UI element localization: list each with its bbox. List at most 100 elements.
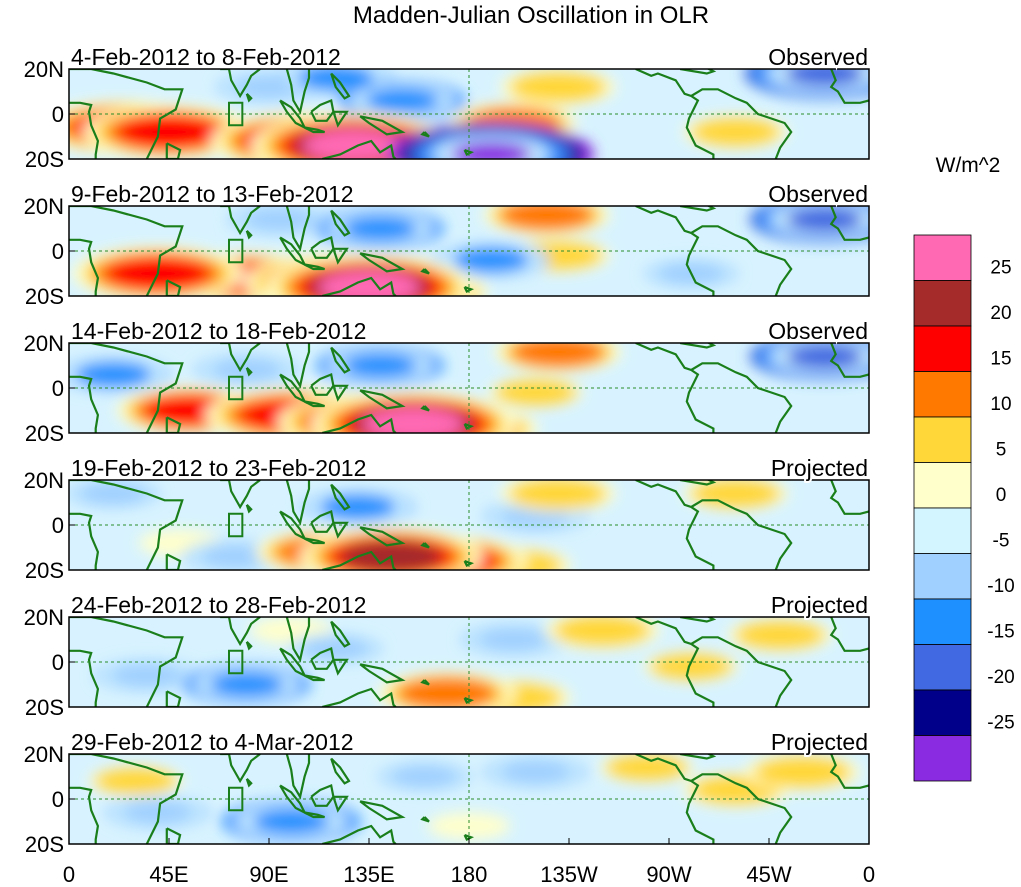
- map-panel: 20N 0 20S 24-Feb-2012 to 28-Feb-2012 Project…: [24, 590, 870, 720]
- coastline: [220, 617, 261, 647]
- anomaly-contour: [742, 622, 818, 648]
- colorbar-swatch: [913, 325, 972, 372]
- coastline: [245, 778, 253, 788]
- anomaly-contour: [763, 759, 842, 785]
- coastline: [332, 110, 349, 128]
- anomaly-contour: [450, 141, 532, 159]
- colorbar: W/m^2 25 20 15 10 5 0 -5 -10 -15 -20 -25: [913, 154, 1015, 782]
- coastline: [69, 343, 184, 433]
- coastline: [829, 480, 869, 515]
- map-panel: 20N 0 20S 4-Feb-2012 to 8-Feb-2012 Observed: [24, 42, 870, 172]
- coastline: [420, 679, 430, 686]
- anomaly-contour: [313, 132, 394, 159]
- coastline: [245, 504, 253, 514]
- coastline: [304, 811, 325, 819]
- coastline: [220, 480, 261, 510]
- coastline: [69, 206, 184, 296]
- x-tick-label: 0: [63, 862, 75, 887]
- x-tick-label: 45W: [746, 862, 791, 887]
- colorbar-tick-label: 10: [990, 394, 1011, 415]
- colorbar-swatch: [913, 371, 972, 418]
- colorbar-unit-label: W/m^2: [936, 154, 1001, 177]
- coastline: [690, 499, 793, 570]
- anomaly-contour: [296, 69, 375, 91]
- y-tick-label: 20S: [25, 284, 64, 309]
- y-tick-label: 20S: [25, 832, 64, 857]
- anomaly-contour: [698, 481, 774, 506]
- y-tick-label: 20N: [24, 468, 64, 493]
- panel-status: Observed: [768, 318, 868, 344]
- anomaly-contour: [328, 273, 410, 296]
- anomaly-contour: [251, 808, 332, 835]
- coastline: [69, 512, 100, 570]
- coastline: [220, 69, 261, 99]
- coastline: [165, 553, 182, 570]
- anomaly-field: [71, 206, 869, 296]
- map-panel: 20N 0 20S 19-Feb-2012 to 23-Feb-2012 Project…: [24, 453, 870, 583]
- colorbar-tick-label: -10: [987, 576, 1014, 597]
- anomaly-contour: [519, 343, 597, 365]
- reference-box: [228, 101, 244, 127]
- coastline: [679, 69, 717, 75]
- panel-date-range: 24-Feb-2012 to 28-Feb-2012: [71, 592, 366, 618]
- coastline: [330, 620, 351, 648]
- anomaly-contour: [120, 800, 196, 825]
- coastline: [829, 69, 869, 104]
- anomaly-contour: [655, 654, 727, 679]
- coastline: [420, 405, 430, 412]
- anomaly-contour: [406, 680, 487, 707]
- coastlines: [69, 754, 869, 844]
- anomaly-contour: [318, 494, 398, 520]
- map-panel: 20N 0 20S 29-Feb-2012 to 4-Mar-2012 Projecte…: [24, 727, 870, 857]
- panel-status: Projected: [771, 592, 868, 618]
- coastline: [679, 343, 717, 349]
- coastline: [220, 206, 261, 236]
- panel-date-range: 14-Feb-2012 to 18-Feb-2012: [71, 318, 366, 344]
- coastline: [635, 206, 715, 296]
- y-tick-label: 20S: [25, 695, 64, 720]
- anomaly-contour: [498, 759, 574, 785]
- coastline: [69, 617, 184, 707]
- coastline: [635, 480, 715, 570]
- panel-status: Observed: [768, 181, 868, 207]
- coastline: [330, 757, 351, 785]
- coastline: [69, 480, 184, 570]
- coastline: [359, 252, 406, 273]
- colorbar-tick-label: 20: [990, 303, 1011, 324]
- anomaly-contour: [508, 206, 586, 228]
- coastline: [690, 225, 793, 296]
- coastline: [69, 754, 184, 844]
- coastline: [829, 617, 869, 652]
- colorbar-swatch: [913, 234, 972, 281]
- y-tick-label: 20S: [25, 558, 64, 583]
- chart-title: Madden-Julian Oscillation in OLR: [353, 2, 709, 29]
- reference-box: [228, 238, 244, 264]
- coastline: [690, 362, 793, 433]
- panel-date-range: 9-Feb-2012 to 13-Feb-2012: [71, 181, 354, 207]
- y-tick-label: 20N: [24, 57, 64, 82]
- coastline: [245, 93, 253, 103]
- coastline: [330, 346, 351, 374]
- coastline: [165, 690, 182, 707]
- anomaly-contour: [785, 206, 864, 233]
- map-panel: 20N 0 20S 9-Feb-2012 to 13-Feb-2012 Observed: [24, 179, 870, 309]
- colorbar-tick-label: -15: [987, 622, 1014, 643]
- anomaly-field: [69, 480, 789, 570]
- colorbar-swatch: [913, 280, 972, 327]
- anomaly-contour: [341, 215, 419, 242]
- coastline: [330, 483, 351, 511]
- panel-date-range: 19-Feb-2012 to 23-Feb-2012: [71, 455, 366, 481]
- coastline: [69, 238, 100, 296]
- y-tick-label: 20N: [24, 331, 64, 356]
- coastlines: [69, 69, 869, 159]
- anomaly-contour: [500, 380, 572, 405]
- coastline: [285, 754, 311, 800]
- coastline: [322, 413, 397, 433]
- y-tick-label: 20N: [24, 194, 64, 219]
- coastline: [69, 786, 100, 844]
- anomaly-contour: [451, 247, 531, 273]
- reference-box: [228, 512, 244, 538]
- coastline: [359, 663, 406, 684]
- coastline: [285, 206, 311, 252]
